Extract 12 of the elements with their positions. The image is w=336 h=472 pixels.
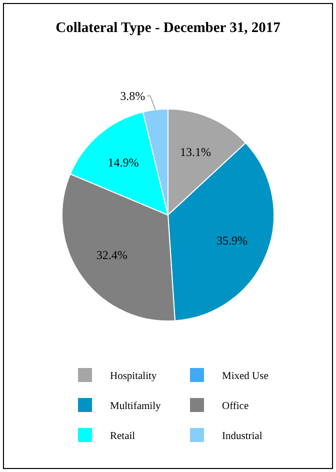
legend-label: Multifamily (110, 401, 162, 412)
legend-label: Hospitality (110, 371, 158, 382)
data-label: 13.1% (180, 144, 212, 159)
data-label: 14.9% (108, 156, 139, 170)
legend-label: Industrial (222, 431, 262, 442)
legend-label: Office (222, 401, 249, 412)
legend-label: Mixed Use (222, 371, 269, 382)
chart-title: Collateral Type - December 31, 2017 (56, 20, 280, 36)
data-label: 3.8% (120, 88, 146, 103)
data-label: 32.4% (96, 248, 128, 262)
legend-label: Retail (110, 431, 136, 442)
data-label: 35.9% (216, 233, 248, 248)
